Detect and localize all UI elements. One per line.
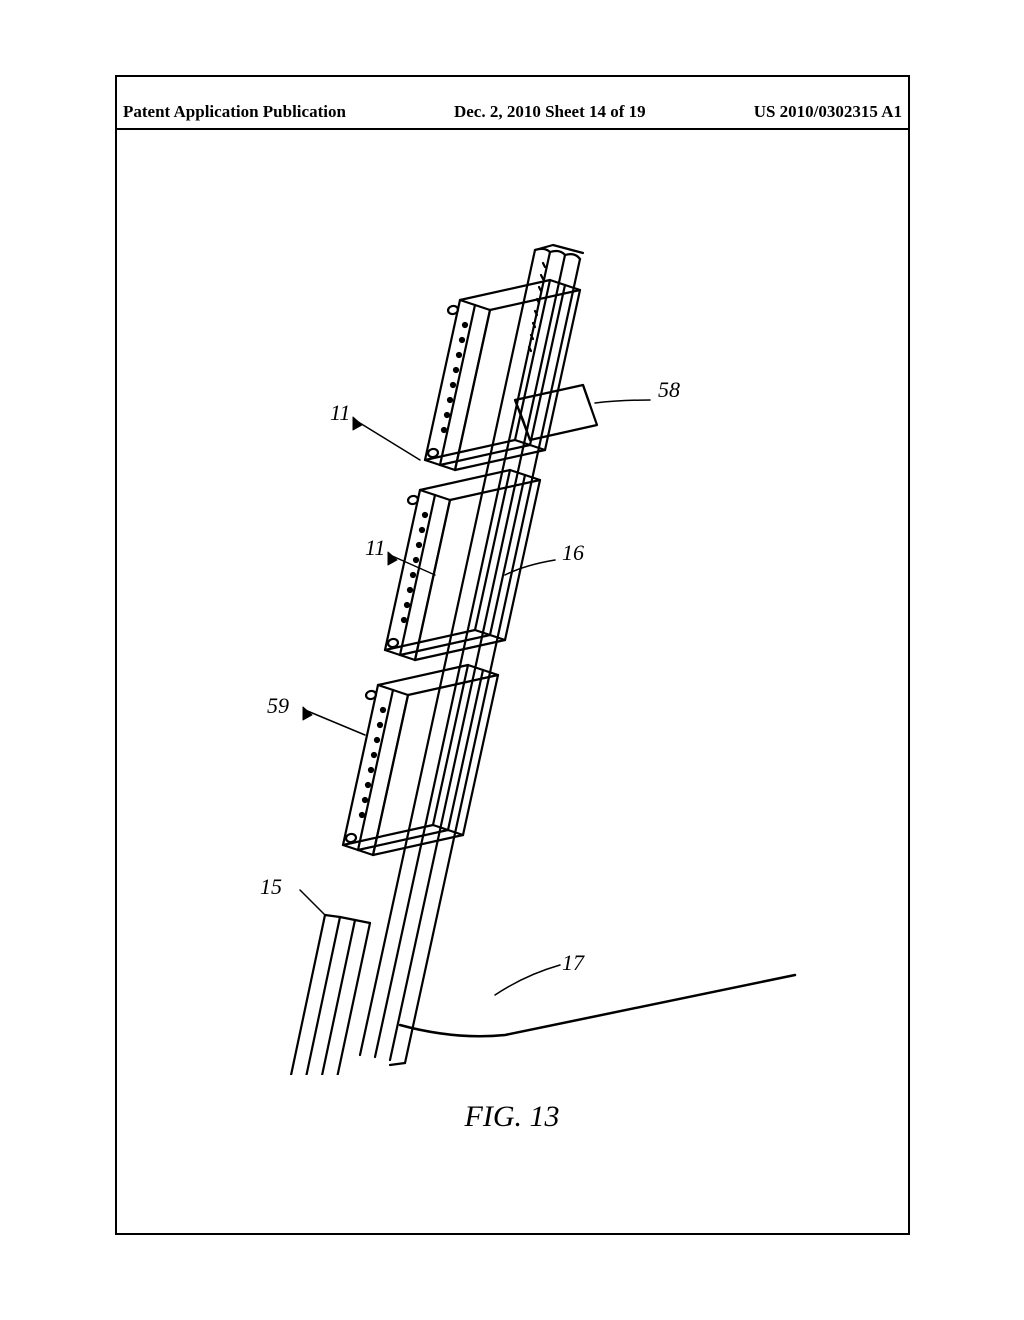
ref-label-11a: 11: [330, 400, 350, 426]
ref-label-17: 17: [562, 950, 584, 976]
ref-label-16: 16: [562, 540, 584, 566]
patent-figure: 11 11 59 15 58 16 17: [225, 205, 800, 1075]
ref-label-11b: 11: [365, 535, 385, 561]
ref-label-59: 59: [267, 693, 289, 719]
header-divider: [117, 128, 908, 130]
page-header: Patent Application Publication Dec. 2, 2…: [115, 102, 910, 122]
header-publication: Patent Application Publication: [123, 102, 346, 122]
ref-label-58: 58: [658, 377, 680, 403]
ref-label-15: 15: [260, 874, 282, 900]
header-date-sheet: Dec. 2, 2010 Sheet 14 of 19: [454, 102, 646, 122]
figure-caption: FIG. 13: [0, 1100, 1024, 1134]
header-patent-number: US 2010/0302315 A1: [754, 102, 902, 122]
